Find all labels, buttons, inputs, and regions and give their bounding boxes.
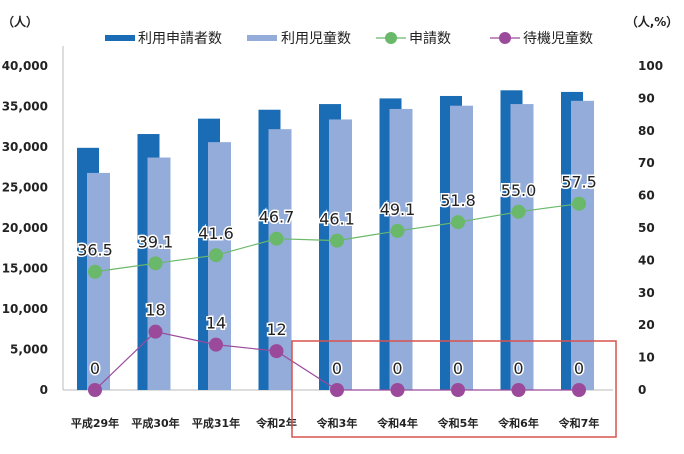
highlight-box	[291, 340, 617, 438]
left-axis-unit: （人）	[2, 14, 38, 29]
waiting-data-label: 0	[90, 359, 100, 378]
bar-children	[87, 172, 110, 390]
waiting-data-label: 0	[513, 359, 523, 378]
waiting-point	[451, 383, 465, 397]
waiting-point	[209, 337, 223, 352]
bar-children	[510, 104, 534, 390]
right-tick-label: 0	[638, 383, 646, 397]
applications-data-label: 46.7	[259, 208, 295, 227]
applications-point	[451, 215, 465, 230]
bar-children	[208, 142, 231, 390]
legend-label-applications: 申請数	[409, 31, 451, 47]
applications-data-label: 46.1	[319, 210, 355, 229]
left-tick-label: 10,000	[2, 302, 48, 316]
waiting-data-label: 12	[266, 320, 286, 339]
applications-data-label: 41.6	[198, 224, 234, 243]
left-tick-label: 5,000	[10, 343, 48, 357]
applications-point	[88, 264, 102, 279]
right-tick-label: 10	[638, 351, 655, 365]
legend-label-waiting: 待機児童数	[523, 30, 593, 47]
left-tick-label: 20,000	[2, 221, 48, 235]
x-tick-label: 令和6年	[497, 416, 539, 430]
bar-children	[450, 105, 473, 390]
right-tick-label: 90	[638, 91, 655, 105]
waiting-data-label: 0	[574, 359, 584, 378]
applications-point	[390, 223, 405, 238]
right-tick-label: 60	[638, 189, 655, 203]
right-tick-label: 30	[638, 286, 655, 300]
applications-data-label: 36.5	[77, 241, 113, 260]
waiting-data-label: 0	[453, 359, 463, 378]
applications-point	[209, 248, 223, 263]
waiting-data-label: 0	[392, 359, 402, 378]
waiting-point	[390, 383, 405, 397]
applications-data-label: 55.0	[501, 181, 537, 200]
left-tick-label: 15,000	[2, 262, 48, 276]
x-tick-label: 令和7年	[558, 416, 600, 430]
x-tick-label: 平成31年	[192, 416, 240, 430]
bar-children	[329, 119, 352, 391]
right-tick-label: 40	[638, 253, 655, 267]
applications-point	[572, 196, 586, 211]
right-tick-label: 20	[638, 318, 655, 332]
x-tick-label: 令和4年	[376, 416, 418, 430]
applications-data-label: 49.1	[380, 200, 416, 219]
applications-data-label: 57.5	[561, 173, 597, 192]
waiting-data-label: 18	[145, 301, 165, 320]
applications-point	[148, 256, 163, 271]
bar-children	[571, 100, 594, 390]
waiting-point	[269, 344, 284, 359]
x-tick-label: 令和3年	[316, 416, 358, 430]
legend-label-children: 利用児童数	[281, 30, 351, 47]
bar-children	[147, 157, 171, 390]
legend-label-applicants: 利用申請者数	[138, 31, 222, 47]
bar-children	[268, 129, 292, 390]
bar-children	[389, 108, 413, 391]
applications-point	[330, 233, 344, 248]
x-tick-label: 令和2年	[255, 416, 297, 430]
right-tick-label: 50	[638, 221, 655, 235]
left-tick-label: 40,000	[2, 59, 48, 73]
left-tick-label: 25,000	[2, 181, 48, 195]
right-axis-unit: （人,%）	[626, 14, 679, 29]
x-tick-label: 令和5年	[437, 416, 479, 430]
waiting-point	[88, 383, 102, 397]
applications-point	[269, 231, 284, 246]
left-tick-label: 35,000	[2, 100, 48, 114]
right-tick-label: 70	[638, 156, 655, 170]
applications-point	[511, 204, 526, 219]
legend-marker-waiting	[499, 32, 511, 44]
waiting-data-label: 0	[332, 359, 342, 378]
right-tick-label: 100	[638, 59, 663, 73]
applications-data-label: 39.1	[138, 232, 174, 251]
right-tick-label: 80	[638, 124, 655, 138]
waiting-point	[572, 383, 586, 397]
legend-marker-applications	[385, 32, 397, 44]
waiting-point	[511, 383, 526, 397]
x-tick-label: 平成29年	[71, 416, 119, 430]
waiting-point	[148, 324, 163, 339]
left-tick-label: 30,000	[2, 140, 48, 154]
waiting-point	[330, 383, 344, 397]
x-tick-label: 平成30年	[131, 416, 179, 430]
applications-data-label: 51.8	[440, 191, 476, 210]
waiting-data-label: 14	[206, 314, 226, 333]
left-tick-label: 0	[40, 383, 48, 397]
